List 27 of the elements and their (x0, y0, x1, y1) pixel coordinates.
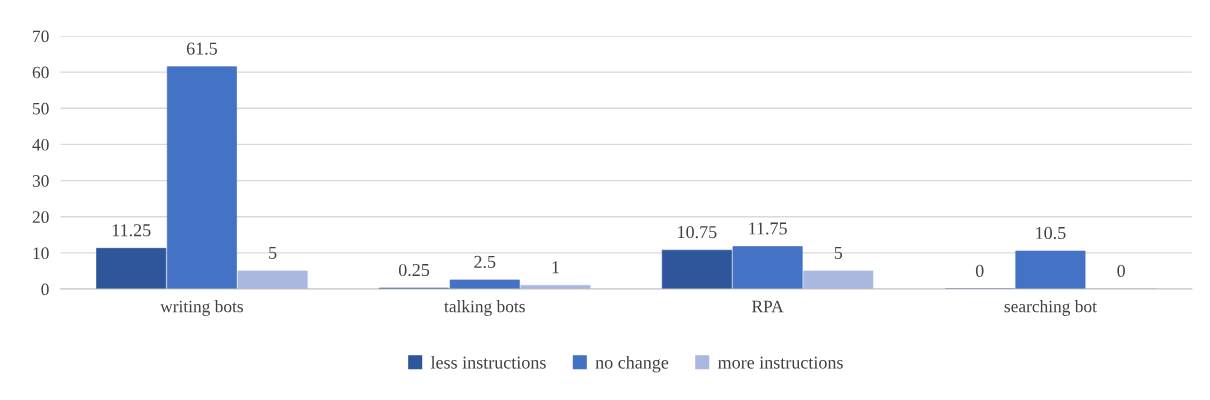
y-tick-label: 20 (32, 211, 49, 223)
x-tick-label: RPA (752, 300, 784, 313)
y-tick-label: 60 (32, 66, 49, 79)
data-label: 0.25 (398, 263, 430, 277)
legend-label: less instructions (430, 355, 546, 369)
legend-label: more instructions (717, 356, 843, 369)
data-label: 2.5 (474, 255, 496, 269)
data-label: 10.75 (678, 225, 717, 239)
data-label: 11.75 (749, 222, 787, 235)
data-label: 11.25 (112, 224, 151, 237)
data-label: 1 (552, 261, 559, 274)
x-tick-label: talking bots (444, 300, 525, 316)
data-label: 0 (1117, 264, 1125, 277)
data-label: 61.5 (186, 42, 218, 55)
data-label: 5 (834, 246, 843, 259)
y-tick-label: 50 (33, 102, 49, 115)
y-tick-label: 40 (32, 138, 49, 151)
data-label: 5 (269, 246, 277, 259)
data-label: 0 (975, 264, 984, 277)
legend-label: no change (595, 355, 669, 373)
y-tick-label: 0 (41, 283, 49, 296)
x-tick-label: writing bots (160, 300, 244, 316)
y-tick-label: 30 (32, 175, 49, 187)
y-tick-label: 10 (33, 247, 49, 260)
y-tick-label: 70 (33, 30, 49, 43)
x-tick-label: searching bot (1004, 300, 1097, 316)
data-label: 10.5 (1036, 226, 1066, 240)
